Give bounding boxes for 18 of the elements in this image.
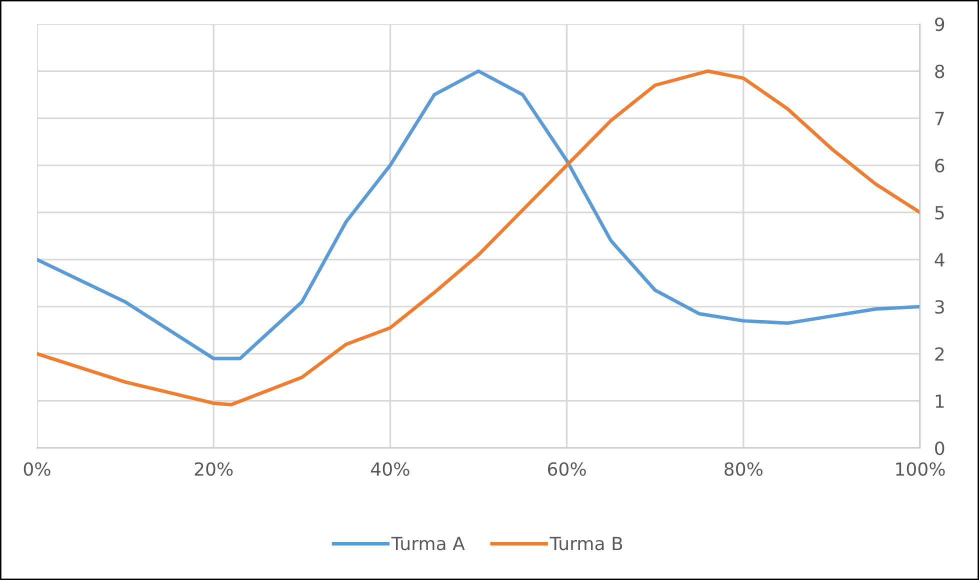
y-tick-label: 7 bbox=[935, 112, 944, 126]
y-tick-label: 1 bbox=[936, 394, 944, 408]
y-tick-label: 4 bbox=[934, 253, 944, 266]
legend-label: Turma B bbox=[550, 536, 622, 550]
x-tick-label: 100% bbox=[896, 462, 945, 476]
x-tick-label: 80% bbox=[724, 462, 762, 476]
x-tick-label: 20% bbox=[194, 462, 233, 476]
x-tick-label: 40% bbox=[371, 462, 410, 476]
y-tick-label: 0 bbox=[935, 441, 944, 456]
y-tick-label: 6 bbox=[935, 158, 944, 172]
x-tick-label: 60% bbox=[548, 462, 586, 476]
y-tick-label: 9 bbox=[935, 17, 944, 32]
y-tick-label: 5 bbox=[935, 206, 944, 220]
y-tick-label: 2 bbox=[935, 347, 944, 361]
x-tick-label: 0% bbox=[24, 462, 50, 476]
y-tick-label: 3 bbox=[935, 300, 944, 314]
y-tick-label: 8 bbox=[935, 64, 944, 78]
legend-label: Turma A bbox=[391, 536, 465, 550]
